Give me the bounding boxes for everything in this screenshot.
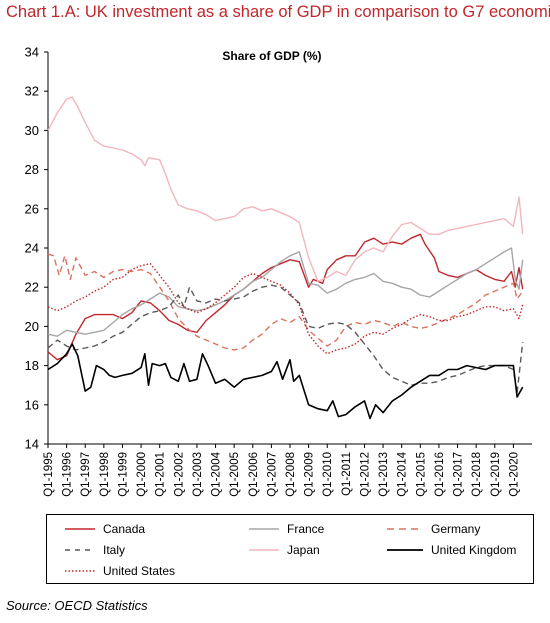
- legend-item-japan: Japan: [249, 542, 320, 558]
- x-tick-label: Q1-1998: [99, 452, 111, 497]
- x-tick-label: Q1-2020: [508, 452, 520, 497]
- legend-item-united-kingdom: United Kingdom: [387, 542, 516, 558]
- series-line-france: [47, 247, 524, 337]
- y-tick-label: 34: [25, 45, 39, 60]
- source-note: Source: OECD Statistics: [6, 598, 148, 613]
- x-tick-label: Q1-1999: [117, 452, 129, 497]
- x-tick-label: Q1-2010: [322, 452, 334, 497]
- legend-swatch-japan: [249, 549, 279, 551]
- legend-label: Japan: [287, 543, 320, 557]
- legend-item-united-states: United States: [65, 563, 175, 579]
- y-tick-label: 26: [25, 201, 39, 216]
- legend-item-germany: Germany: [387, 521, 480, 537]
- series-line-germany: [47, 253, 524, 351]
- x-tick-label: Q1-2017: [453, 452, 465, 497]
- y-tick-label: 30: [25, 123, 39, 138]
- legend-item-france: France: [249, 521, 324, 537]
- chart-title: Chart 1.A: UK investment as a share of G…: [6, 3, 550, 21]
- x-tick-label: Q1-2018: [471, 452, 483, 497]
- x-tick-label: Q1-2009: [304, 452, 316, 497]
- y-tick-label: 18: [25, 358, 39, 373]
- x-tick-label: Q1-2001: [155, 452, 167, 497]
- inner-chart-title: Share of GDP (%): [222, 49, 321, 63]
- legend-item-canada: Canada: [65, 521, 145, 537]
- legend-label: United States: [103, 564, 176, 578]
- y-tick-label: 20: [25, 319, 39, 334]
- x-tick-label: Q1-2013: [378, 452, 390, 497]
- legend-swatch-france: [249, 528, 279, 530]
- x-tick-label: Q1-2005: [229, 452, 241, 497]
- chart-axes: 14 16 18 20 22 24 26 28 30 32 34 Q1-1995 Q1-1996 Q1-1…: [25, 45, 532, 497]
- x-tick-label: Q1-1996: [62, 452, 74, 497]
- y-tick-label: 32: [25, 84, 39, 99]
- legend-swatch-italy: [65, 549, 95, 551]
- legend-swatch-canada: [65, 528, 95, 530]
- y-tick-label: 28: [25, 162, 39, 177]
- series-line-canada: [47, 233, 524, 361]
- series-line-united-kingdom: [47, 343, 524, 420]
- x-tick-label: Q1-2012: [359, 452, 371, 497]
- legend-label: Canada: [103, 522, 146, 536]
- x-tick-label: Q1-2019: [490, 452, 502, 497]
- x-tick-label: Q1-2002: [173, 452, 185, 497]
- legend-swatch-germany: [387, 528, 423, 530]
- series-line-italy: [47, 284, 524, 394]
- x-tick-label: Q1-2006: [248, 452, 260, 497]
- legend-label: Italy: [103, 543, 126, 557]
- y-tick-label: 22: [25, 280, 39, 295]
- series-line-japan: [47, 96, 524, 282]
- x-tick-label: Q1-2007: [266, 452, 278, 497]
- legend-item-italy: Italy: [65, 542, 125, 558]
- legend-swatch-united-kingdom: [387, 549, 423, 551]
- line-chart: 14 16 18 20 22 24 26 28 30 32 34 Q1-1995 Q1-1996 Q1-1…: [25, 45, 532, 497]
- x-tick-label: Q1-2016: [434, 452, 446, 497]
- x-tick-label: Q1-2015: [415, 452, 427, 497]
- x-tick-label: Q1-2004: [211, 451, 223, 496]
- series-line-united-states: [47, 263, 524, 355]
- x-tick-label: Q1-1995: [43, 452, 55, 497]
- plot-lines: [47, 96, 524, 420]
- y-tick-label: 14: [25, 437, 39, 452]
- x-tick-label: Q1-1997: [80, 452, 92, 497]
- x-tick-label: Q1-2011: [341, 452, 353, 496]
- legend-label: Germany: [431, 522, 481, 536]
- chart-legend: Canada France Germany Italy Japan United…: [46, 514, 534, 584]
- legend-label: France: [287, 522, 325, 536]
- x-tick-label: Q1-2000: [136, 452, 148, 497]
- y-tick-label: 16: [25, 397, 39, 412]
- legend-swatch-united-states: [65, 570, 95, 572]
- x-tick-label: Q1-2014: [397, 451, 409, 496]
- y-tick-label: 24: [25, 241, 39, 256]
- x-tick-label: Q1-2003: [192, 452, 204, 497]
- legend-label: United Kingdom: [431, 543, 517, 557]
- x-tick-label: Q1-2008: [285, 452, 297, 497]
